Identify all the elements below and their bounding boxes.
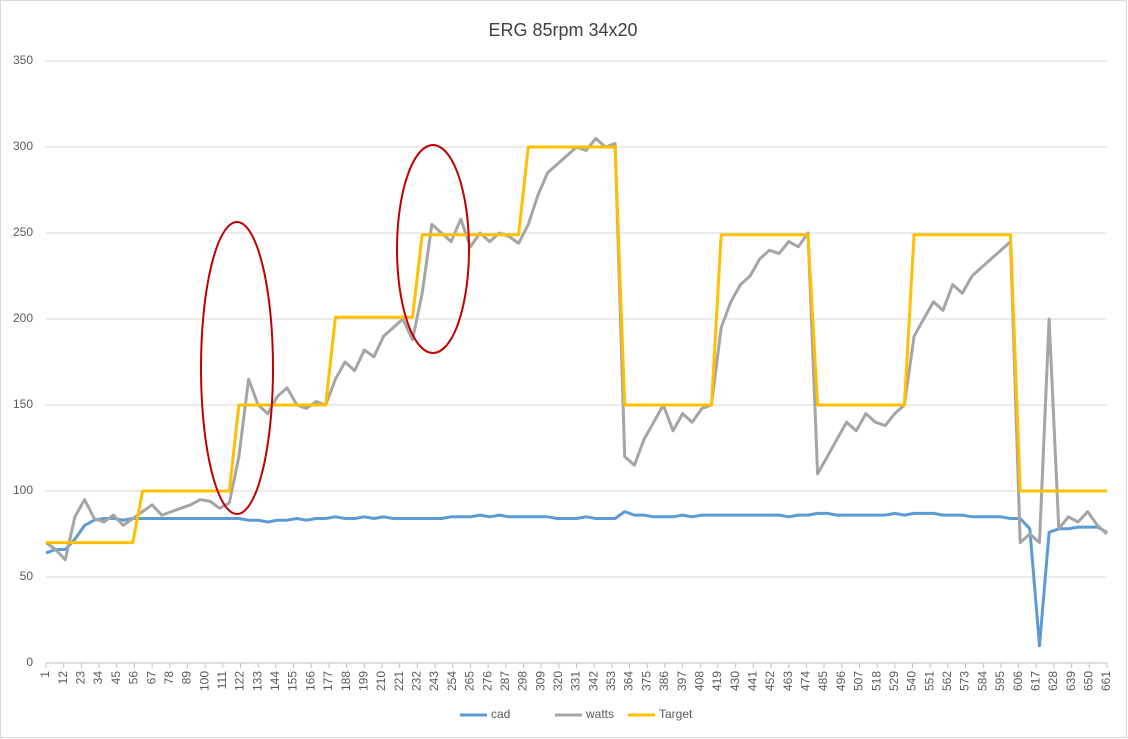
x-tick-label: 551 bbox=[922, 671, 936, 691]
x-tick-label: 34 bbox=[91, 671, 105, 685]
x-tick-label: 12 bbox=[56, 671, 70, 685]
x-tick-label: 298 bbox=[516, 671, 530, 691]
legend-label: watts bbox=[585, 707, 614, 721]
x-tick-label: 188 bbox=[339, 671, 353, 691]
x-tick-label: 287 bbox=[498, 671, 512, 691]
x-tick-label: 606 bbox=[1011, 671, 1025, 691]
x-tick-label: 419 bbox=[710, 671, 724, 691]
x-tick-label: 441 bbox=[746, 671, 760, 691]
x-tick-label: 56 bbox=[127, 671, 141, 685]
x-tick-label: 364 bbox=[622, 671, 636, 691]
y-tick-label: 100 bbox=[13, 483, 33, 497]
y-tick-label: 0 bbox=[26, 655, 33, 669]
x-tick-label: 430 bbox=[728, 671, 742, 691]
series-line bbox=[45, 510, 1108, 648]
x-tick-label: 639 bbox=[1064, 671, 1078, 691]
y-tick-label: 250 bbox=[13, 225, 33, 239]
legend-label: cad bbox=[491, 707, 510, 721]
x-tick-label: 331 bbox=[569, 671, 583, 691]
y-tick-label: 50 bbox=[20, 569, 34, 583]
highlight-ellipse bbox=[200, 221, 274, 515]
x-tick-label: 507 bbox=[852, 671, 866, 691]
x-tick-label: 408 bbox=[692, 671, 706, 691]
x-tick-label: 254 bbox=[445, 671, 459, 691]
x-tick-label: 177 bbox=[321, 671, 335, 691]
x-tick-label: 276 bbox=[480, 671, 494, 691]
y-tick-label: 300 bbox=[13, 139, 33, 153]
x-tick-label: 375 bbox=[639, 671, 653, 691]
legend-label: Target bbox=[659, 707, 693, 721]
x-tick-label: 342 bbox=[586, 671, 600, 691]
x-tick-label: 518 bbox=[869, 671, 883, 691]
x-tick-label: 199 bbox=[356, 671, 370, 691]
x-tick-label: 661 bbox=[1099, 671, 1113, 691]
x-tick-label: 320 bbox=[551, 671, 565, 691]
x-tick-label: 617 bbox=[1028, 671, 1042, 691]
y-tick-label: 350 bbox=[13, 53, 33, 67]
x-tick-label: 650 bbox=[1081, 671, 1095, 691]
x-tick-label: 210 bbox=[374, 671, 388, 691]
x-tick-label: 232 bbox=[410, 671, 424, 691]
x-tick-label: 353 bbox=[604, 671, 618, 691]
x-tick-label: 45 bbox=[109, 671, 123, 685]
x-tick-label: 309 bbox=[533, 671, 547, 691]
highlight-ellipse bbox=[396, 144, 470, 354]
x-tick-label: 155 bbox=[286, 671, 300, 691]
chart-title: ERG 85rpm 34x20 bbox=[488, 20, 637, 40]
x-tick-label: 67 bbox=[144, 671, 158, 685]
x-tick-label: 386 bbox=[657, 671, 671, 691]
y-tick-label: 150 bbox=[13, 397, 33, 411]
x-tick-label: 78 bbox=[162, 671, 176, 685]
x-tick-label: 23 bbox=[74, 671, 88, 685]
x-tick-label: 595 bbox=[993, 671, 1007, 691]
x-tick-label: 111 bbox=[215, 671, 229, 690]
x-tick-label: 243 bbox=[427, 671, 441, 691]
x-tick-label: 573 bbox=[958, 671, 972, 691]
x-tick-label: 397 bbox=[675, 671, 689, 691]
x-tick-label: 562 bbox=[940, 671, 954, 691]
x-tick-label: 133 bbox=[250, 671, 264, 691]
x-tick-label: 144 bbox=[268, 671, 282, 691]
legend: cad watts Target bbox=[460, 707, 693, 721]
x-tick-label: 452 bbox=[763, 671, 777, 691]
x-tick-label: 89 bbox=[180, 671, 194, 685]
x-tick-label: 628 bbox=[1046, 671, 1060, 691]
x-tick-label: 221 bbox=[392, 671, 406, 691]
series-line bbox=[46, 145, 1107, 545]
x-tick-label: 166 bbox=[303, 671, 317, 691]
x-tick-label: 584 bbox=[975, 671, 989, 691]
x-tick-label: 529 bbox=[887, 671, 901, 691]
plot bbox=[45, 136, 1109, 648]
x-tick-label: 265 bbox=[463, 671, 477, 691]
x-tick-label: 463 bbox=[781, 671, 795, 691]
y-tick-label: 200 bbox=[13, 311, 33, 325]
x-tick-label: 122 bbox=[233, 671, 247, 691]
x-tick-label: 485 bbox=[816, 671, 830, 691]
x-tick-label: 496 bbox=[834, 671, 848, 691]
x-tick-label: 1 bbox=[38, 671, 52, 678]
x-tick-label: 100 bbox=[197, 671, 211, 691]
x-tick-label: 474 bbox=[799, 671, 813, 691]
x-tick-label: 540 bbox=[905, 671, 919, 691]
